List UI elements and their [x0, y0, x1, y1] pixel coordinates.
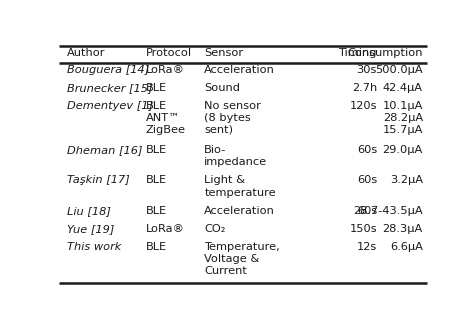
Text: Dheman [16]: Dheman [16] [66, 145, 142, 155]
Text: 15.7μA: 15.7μA [383, 125, 423, 135]
Text: BLE: BLE [146, 101, 167, 111]
Text: LoRa®: LoRa® [146, 65, 184, 75]
Text: 120s: 120s [349, 101, 377, 111]
Text: Author: Author [66, 48, 105, 58]
Text: ANT™: ANT™ [146, 113, 180, 123]
Text: Dementyev [1]: Dementyev [1] [66, 101, 153, 111]
Text: This work: This work [66, 242, 121, 252]
Text: 12s: 12s [357, 242, 377, 252]
Text: 500.0μA: 500.0μA [375, 65, 423, 75]
Text: (8 bytes: (8 bytes [204, 113, 251, 123]
Text: temperature: temperature [204, 187, 276, 197]
Text: 28.3μA: 28.3μA [383, 224, 423, 234]
Text: Taşkin [17]: Taşkin [17] [66, 176, 129, 186]
Text: LoRa®: LoRa® [146, 224, 184, 234]
Text: Bio-: Bio- [204, 145, 227, 155]
Text: No sensor: No sensor [204, 101, 261, 111]
Text: Protocol: Protocol [146, 48, 191, 58]
Text: Brunecker [15]: Brunecker [15] [66, 83, 152, 93]
Text: 150s: 150s [349, 224, 377, 234]
Text: 2.7h: 2.7h [352, 83, 377, 93]
Text: Temperature,: Temperature, [204, 242, 280, 252]
Text: 3.2μA: 3.2μA [390, 176, 423, 186]
Text: Timing: Timing [338, 48, 377, 58]
Text: Bouguera [14]: Bouguera [14] [66, 65, 149, 75]
Text: impedance: impedance [204, 157, 267, 167]
Text: Voltage &: Voltage & [204, 254, 260, 264]
Text: Current: Current [204, 266, 247, 276]
Text: Consumption: Consumption [347, 48, 423, 58]
Text: 28.2μA: 28.2μA [383, 113, 423, 123]
Text: Liu [18]: Liu [18] [66, 206, 110, 216]
Text: BLE: BLE [146, 206, 167, 216]
Text: Acceleration: Acceleration [204, 206, 275, 216]
Text: 60s: 60s [357, 145, 377, 155]
Text: CO₂: CO₂ [204, 224, 226, 234]
Text: 28.7-43.5μA: 28.7-43.5μA [353, 206, 423, 216]
Text: 60s: 60s [357, 176, 377, 186]
Text: BLE: BLE [146, 242, 167, 252]
Text: sent): sent) [204, 125, 233, 135]
Text: ZigBee: ZigBee [146, 125, 186, 135]
Text: BLE: BLE [146, 176, 167, 186]
Text: Yue [19]: Yue [19] [66, 224, 114, 234]
Text: 30s: 30s [356, 65, 377, 75]
Text: Sound: Sound [204, 83, 240, 93]
Text: Acceleration: Acceleration [204, 65, 275, 75]
Text: BLE: BLE [146, 83, 167, 93]
Text: 60s: 60s [357, 206, 377, 216]
Text: BLE: BLE [146, 145, 167, 155]
Text: Sensor: Sensor [204, 48, 244, 58]
Text: 29.0μA: 29.0μA [383, 145, 423, 155]
Text: Light &: Light & [204, 176, 246, 186]
Text: 6.6μA: 6.6μA [390, 242, 423, 252]
Text: 42.4μA: 42.4μA [383, 83, 423, 93]
Text: 10.1μA: 10.1μA [383, 101, 423, 111]
